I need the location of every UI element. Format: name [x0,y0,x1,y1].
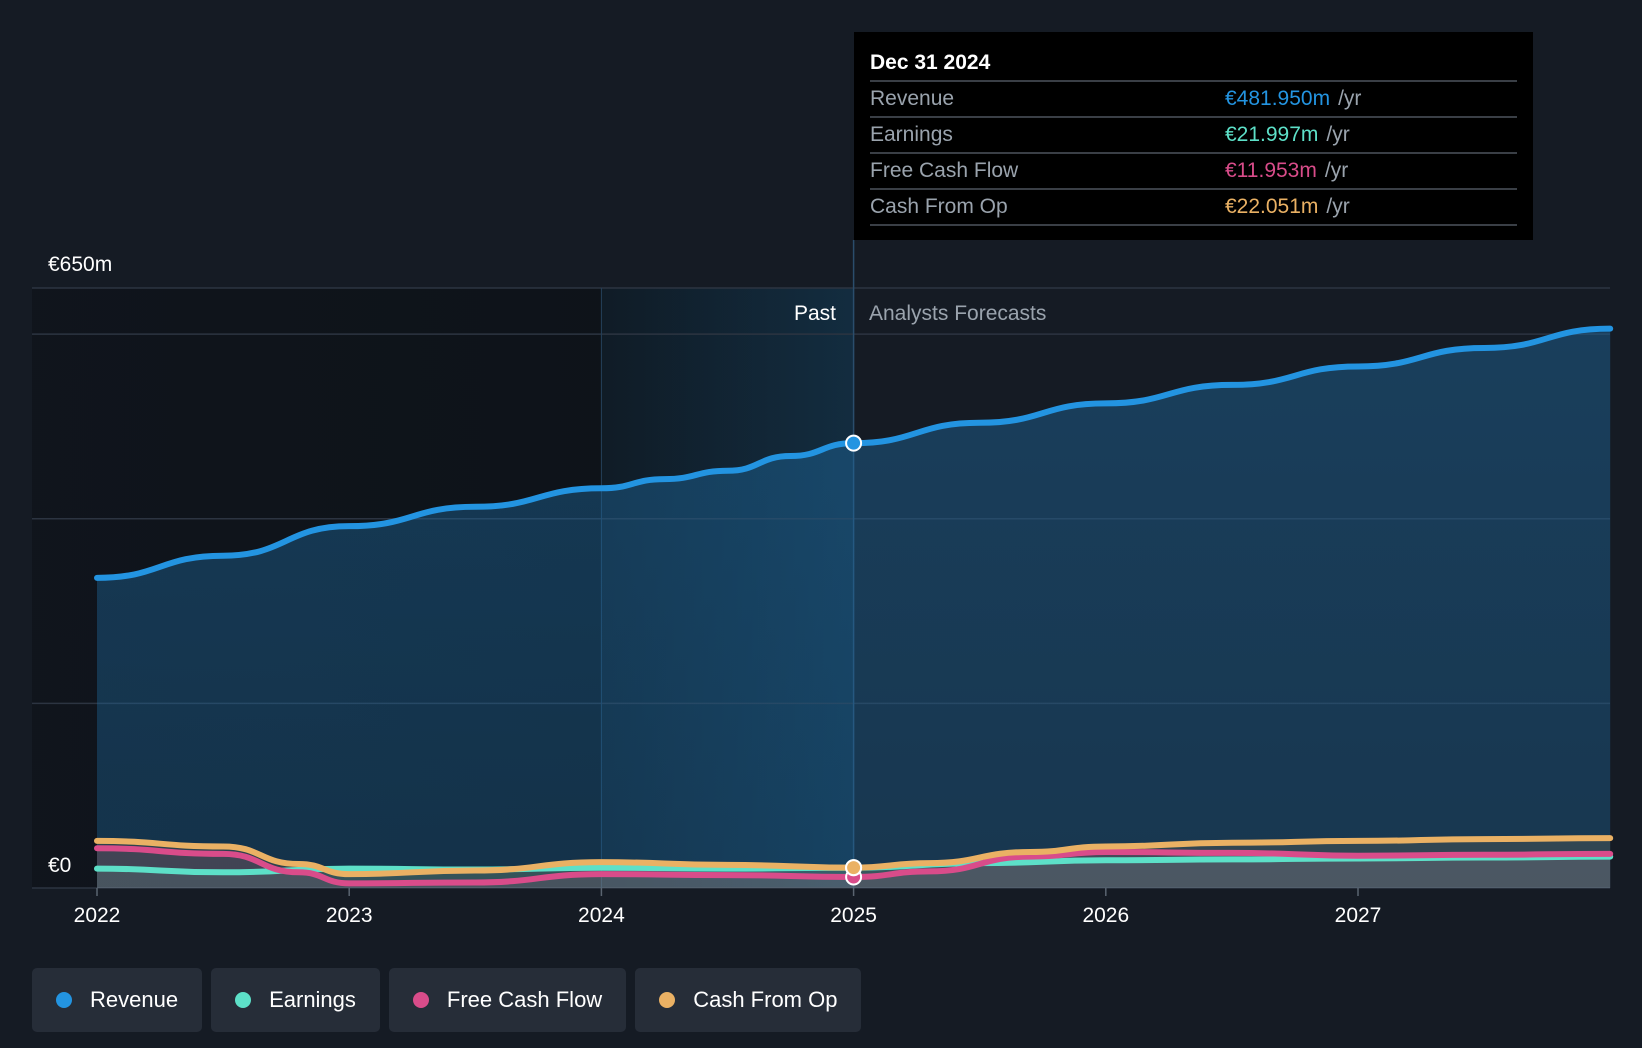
tooltip-row-revenue: Revenue €481.950m /yr [870,82,1517,118]
point-cash-from-op [845,859,863,877]
tooltip-date: Dec 31 2024 [870,46,1517,82]
legend-item-earnings[interactable]: Earnings [211,968,380,1032]
x-tick-label: 2024 [578,904,625,927]
legend-item-free-cash-flow[interactable]: Free Cash Flow [388,968,627,1032]
tooltip-row-earnings: Earnings €21.997m /yr [870,118,1517,154]
tooltip-value: €481.950m [1225,87,1331,110]
y-bottom-label: €0 [48,854,71,877]
tooltip-value: €21.997m [1225,123,1319,146]
past-label: Past [794,302,836,325]
tooltip-name: Cash From Op [870,195,1008,218]
legend-item-revenue[interactable]: Revenue [32,968,203,1032]
series-area-revenue [97,328,1611,889]
tooltip-unit: /yr [1324,159,1349,182]
x-tick-label: 2027 [1335,904,1382,927]
x-tick-label: 2026 [1082,904,1129,927]
tooltip-unit: /yr [1326,195,1350,218]
legend-label: Free Cash Flow [446,987,603,1012]
legend-label: Earnings [269,987,356,1012]
tooltip-name: Free Cash Flow [870,159,1019,182]
tooltip-value: €11.953m [1225,159,1317,182]
legend: Revenue Earnings Free Cash Flow Cash Fro… [32,968,862,1032]
tooltip-unit: /yr [1338,87,1362,110]
y-top-label: €650m [48,253,112,276]
tooltip-row-free-cash-flow: Free Cash Flow €11.953m /yr [870,154,1517,190]
legend-label: Revenue [90,987,179,1012]
cash-from-op-dot-icon [659,992,676,1008]
revenue-dot-icon [56,992,72,1008]
tooltip-name: Earnings [870,123,953,146]
free-cash-flow-dot-icon [412,992,429,1008]
tooltip-value: €22.051m [1225,195,1319,218]
x-tick-label: 2023 [326,904,373,927]
tooltip-unit: /yr [1326,123,1350,146]
x-tick-label: 2022 [74,904,121,927]
x-tick-label: 2025 [830,904,877,927]
legend-item-cash-from-op[interactable]: Cash From Op [635,968,862,1032]
series-line-revenue [94,325,1614,581]
tooltip-name: Revenue [870,87,955,110]
legend-label: Cash From Op [693,987,838,1012]
tooltip-row-cash-from-op: Cash From Op €22.051m /yr [870,190,1517,226]
tooltip: Dec 31 2024 Revenue €481.950m /yr Earnin… [854,32,1533,240]
point-revenue [845,434,863,452]
forecast-label: Analysts Forecasts [869,302,1046,325]
earnings-dot-icon [235,992,252,1008]
chart: €650m €0 Past Analysts Forecasts 2022 202… [32,240,1614,927]
